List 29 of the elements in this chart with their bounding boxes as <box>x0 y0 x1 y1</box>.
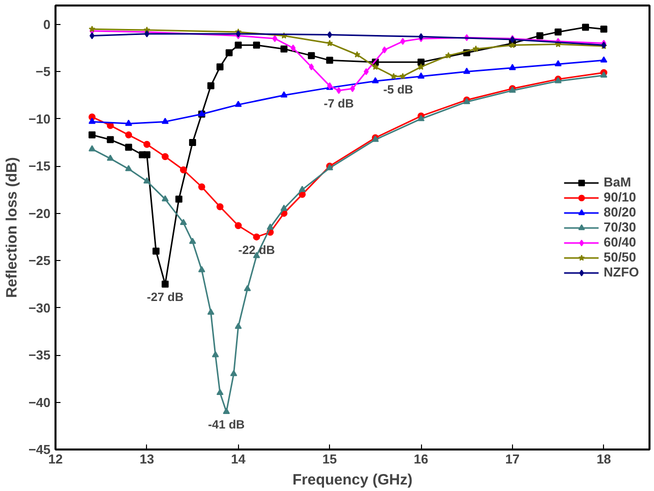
y-tick-label: −30 <box>28 300 51 316</box>
y-tick-label: −15 <box>28 158 51 174</box>
legend-label: NZFO <box>604 264 639 280</box>
x-tick-label: 18 <box>596 452 612 466</box>
y-tick-label: −35 <box>28 348 51 363</box>
annotation: -22 dB <box>238 242 276 257</box>
y-tick-label: −40 <box>28 394 51 410</box>
legend-label: BaM <box>604 174 632 190</box>
x-tick-label: 15 <box>322 452 337 466</box>
x-tick-label: 17 <box>505 452 520 466</box>
legend-label: 90/10 <box>604 190 636 204</box>
annotation: -7 dB <box>324 96 354 111</box>
y-tick-label: 0 <box>43 16 51 32</box>
annotation: -27 dB <box>146 290 184 304</box>
annotation: -5 dB <box>383 82 414 96</box>
legend-label: 50/50 <box>604 250 636 264</box>
x-axis-title: Frequency (GHz) <box>292 472 413 488</box>
y-tick-label: −10 <box>28 111 51 126</box>
x-tick-label: 13 <box>140 452 154 466</box>
legend-label: 60/40 <box>604 234 636 250</box>
x-tick-label: 16 <box>414 452 428 466</box>
y-tick-label: −20 <box>28 206 51 221</box>
x-tick-label: 14 <box>231 452 246 466</box>
y-axis-title: Reflection loss (dB) <box>3 157 20 298</box>
y-tick-label: −25 <box>28 253 51 268</box>
legend-label: 80/20 <box>604 204 636 220</box>
y-tick-label: −5 <box>36 64 51 80</box>
annotation: -41 dB <box>208 418 246 432</box>
legend-label: 70/30 <box>604 220 636 234</box>
